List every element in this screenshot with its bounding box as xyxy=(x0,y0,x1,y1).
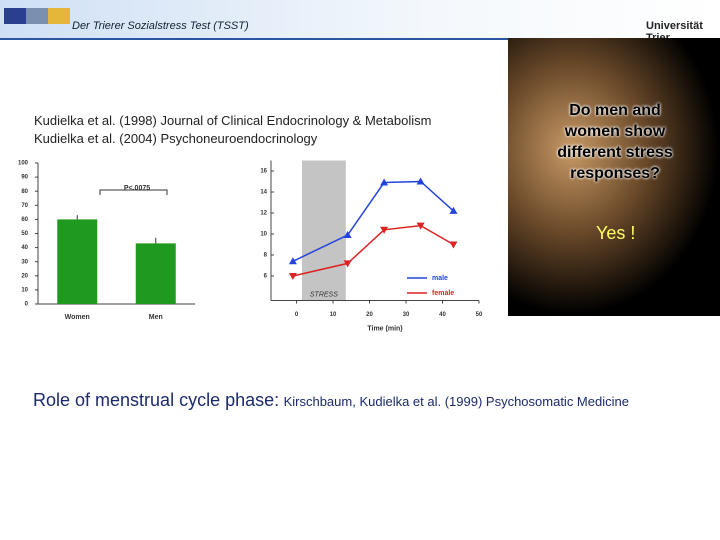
faces-image xyxy=(508,38,720,316)
legend-label: female xyxy=(432,290,454,297)
x-tick-label: 50 xyxy=(476,312,483,318)
x-tick-label: Men xyxy=(149,314,163,321)
marker xyxy=(416,222,425,230)
y-tick-label: 70 xyxy=(21,203,28,209)
answer: Yes ! xyxy=(596,223,636,243)
marker xyxy=(449,241,458,249)
footer-citation: Kirschbaum, Kudielka et al. (1999) Psych… xyxy=(283,394,629,409)
bar xyxy=(135,243,176,304)
question: Do men and women show different stress r… xyxy=(557,102,673,182)
y-tick-label: 80 xyxy=(21,189,28,195)
reference: Kudielka et al. (2004) Psychoneuroendocr… xyxy=(34,131,318,146)
y-tick-label: 40 xyxy=(21,245,28,251)
y-tick-label: 30 xyxy=(21,259,28,265)
y-tick-label: 100 xyxy=(18,161,29,167)
bar xyxy=(57,219,98,304)
footer: Role of menstrual cycle phase: Kirschbau… xyxy=(33,390,629,411)
y-tick-label: 10 xyxy=(21,287,28,293)
marker xyxy=(288,273,297,280)
y-tick-label: 8 xyxy=(264,253,268,259)
header-bar xyxy=(0,0,720,40)
marker xyxy=(343,231,352,239)
y-tick-label: 50 xyxy=(21,231,28,237)
annotation: P<.0075 xyxy=(124,185,150,192)
x-axis-label: Time (min) xyxy=(367,325,402,332)
x-tick-label: 10 xyxy=(330,312,337,318)
logo xyxy=(4,8,26,24)
footer-topic: Role of menstrual cycle phase: xyxy=(33,390,280,410)
y-tick-label: 6 xyxy=(264,274,268,280)
x-tick-label: Women xyxy=(65,314,90,321)
y-tick-label: 20 xyxy=(21,273,28,279)
marker xyxy=(416,177,425,185)
y-tick-label: 10 xyxy=(260,232,267,238)
y-tick-label: 60 xyxy=(21,217,28,223)
x-tick-label: 40 xyxy=(439,312,446,318)
marker xyxy=(380,226,389,234)
marker xyxy=(380,178,389,186)
marker xyxy=(449,206,458,214)
x-tick-label: 30 xyxy=(403,312,410,318)
y-tick-label: 90 xyxy=(21,175,28,181)
logo xyxy=(26,8,48,24)
bracket xyxy=(99,189,168,195)
marker xyxy=(288,257,297,265)
y-tick-label: 14 xyxy=(260,190,267,196)
reference: Kudielka et al. (1998) Journal of Clinic… xyxy=(34,113,432,128)
span-label: STRESS xyxy=(310,291,338,298)
logo xyxy=(48,8,70,24)
stress-span xyxy=(302,160,346,301)
x-tick-label: 0 xyxy=(295,312,299,318)
header-title: Der Trierer Sozialstress Test (TSST) xyxy=(72,20,249,32)
x-tick-label: 20 xyxy=(366,312,373,318)
y-tick-label: 16 xyxy=(260,169,267,175)
legend-label: male xyxy=(432,275,448,282)
references: Kudielka et al. (1998) Journal of Clinic… xyxy=(34,112,431,148)
marker xyxy=(343,260,352,268)
y-tick-label: 0 xyxy=(25,302,29,308)
y-tick-label: 12 xyxy=(260,211,267,217)
